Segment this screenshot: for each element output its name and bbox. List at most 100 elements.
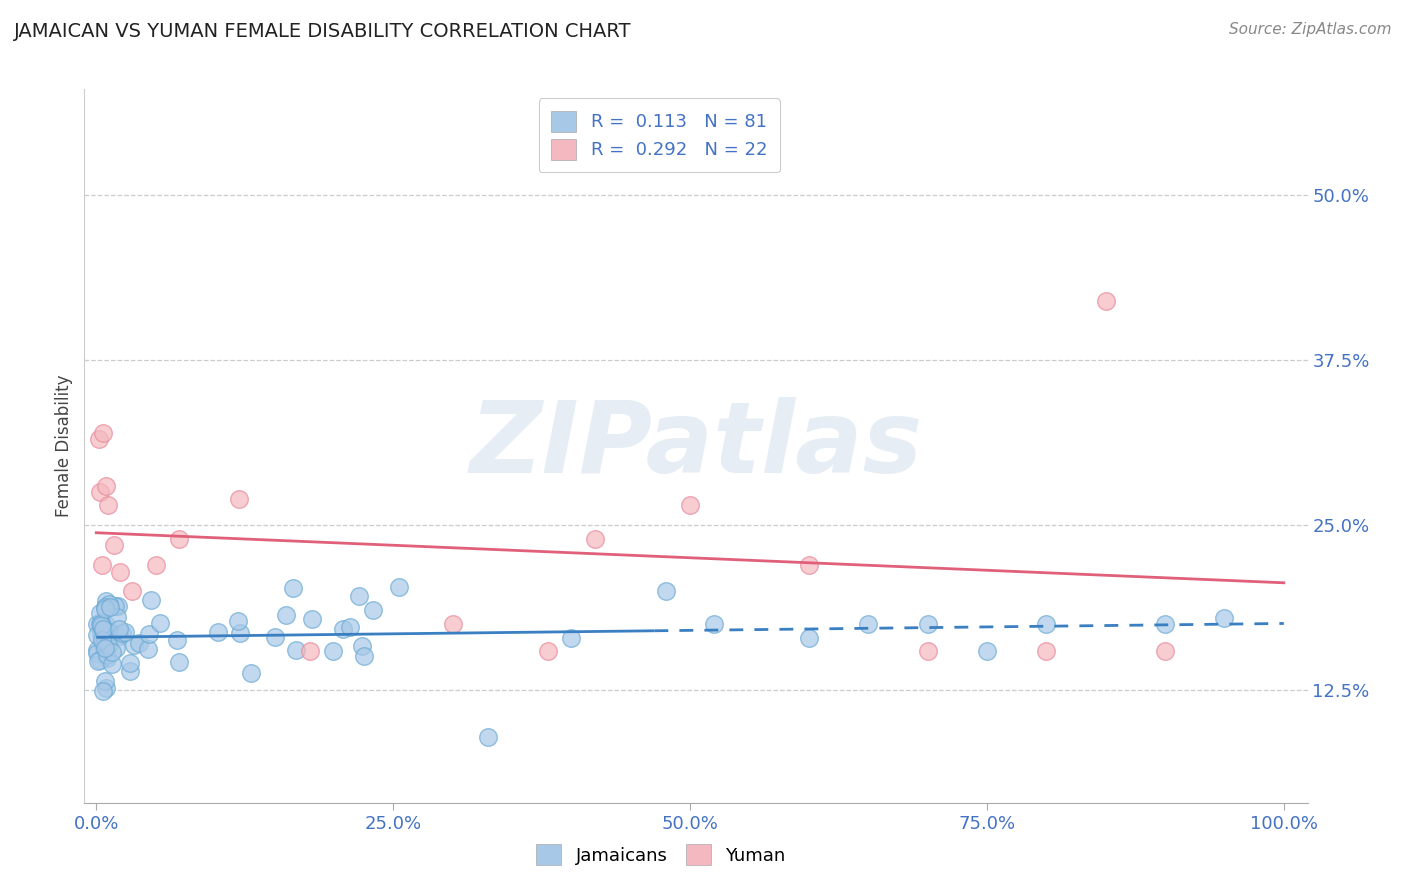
Point	[98, 598, 121, 612]
Point	[87, 653, 110, 667]
Point	[536, 644, 558, 658]
Point	[97, 638, 120, 652]
Point	[96, 648, 118, 662]
Point	[91, 624, 114, 638]
Point	[1213, 611, 1236, 625]
Point	[976, 644, 998, 658]
Point	[87, 433, 110, 447]
Point	[97, 632, 120, 646]
Point	[93, 425, 115, 440]
Point	[350, 639, 373, 653]
Point	[274, 607, 297, 622]
Point	[86, 643, 108, 657]
Point	[114, 625, 136, 640]
Point	[264, 630, 287, 644]
Point	[149, 616, 172, 631]
Point	[89, 485, 111, 500]
Point	[361, 602, 384, 616]
Point	[167, 655, 190, 669]
Text: JAMAICAN VS YUMAN FEMALE DISABILITY CORRELATION CHART: JAMAICAN VS YUMAN FEMALE DISABILITY CORR…	[14, 22, 631, 41]
Y-axis label: Female Disability: Female Disability	[55, 375, 73, 517]
Point	[353, 649, 375, 664]
Point	[90, 615, 112, 629]
Point	[111, 625, 134, 640]
Point	[90, 626, 112, 640]
Point	[441, 617, 464, 632]
Text: Source: ZipAtlas.com: Source: ZipAtlas.com	[1229, 22, 1392, 37]
Point	[797, 631, 820, 645]
Point	[301, 612, 323, 626]
Legend: Jamaicans, Yuman: Jamaicans, Yuman	[527, 835, 794, 874]
Point	[298, 644, 321, 658]
Point	[107, 599, 129, 613]
Point	[108, 565, 131, 579]
Point	[583, 532, 606, 546]
Point	[169, 532, 191, 546]
Point	[124, 639, 146, 653]
Point	[101, 657, 124, 671]
Point	[1035, 644, 1057, 658]
Point	[98, 599, 121, 614]
Point	[86, 628, 108, 642]
Point	[107, 623, 129, 637]
Point	[90, 618, 112, 632]
Point	[679, 499, 702, 513]
Point	[339, 620, 361, 634]
Point	[103, 538, 125, 552]
Point	[91, 684, 114, 698]
Point	[89, 607, 111, 621]
Point	[284, 643, 307, 657]
Text: ZIPatlas: ZIPatlas	[470, 398, 922, 494]
Point	[560, 631, 582, 645]
Point	[96, 651, 118, 665]
Point	[93, 640, 115, 655]
Point	[139, 592, 162, 607]
Point	[91, 637, 114, 651]
Point	[91, 632, 114, 647]
Point	[86, 617, 108, 632]
Point	[90, 618, 112, 632]
Point	[207, 624, 229, 639]
Point	[128, 635, 150, 649]
Point	[101, 627, 124, 641]
Point	[120, 657, 142, 671]
Point	[797, 558, 820, 572]
Point	[97, 499, 120, 513]
Point	[138, 627, 160, 641]
Point	[240, 666, 263, 681]
Point	[91, 558, 114, 572]
Point	[145, 558, 167, 572]
Point	[91, 622, 114, 636]
Point	[856, 617, 879, 632]
Point	[1094, 293, 1116, 308]
Point	[86, 646, 108, 660]
Point	[477, 730, 499, 744]
Point	[105, 610, 128, 624]
Point	[917, 644, 939, 658]
Point	[226, 614, 249, 628]
Point	[94, 478, 117, 492]
Legend: R =  0.113   N = 81, R =  0.292   N = 22: R = 0.113 N = 81, R = 0.292 N = 22	[538, 98, 780, 172]
Point	[94, 600, 117, 615]
Point	[703, 617, 725, 632]
Point	[917, 617, 939, 632]
Point	[1154, 617, 1177, 632]
Point	[388, 580, 411, 594]
Point	[103, 599, 125, 614]
Point	[89, 653, 111, 667]
Point	[94, 602, 117, 616]
Point	[120, 664, 142, 678]
Point	[100, 645, 122, 659]
Point	[229, 626, 252, 640]
Point	[89, 617, 111, 632]
Point	[94, 632, 117, 647]
Point	[655, 584, 678, 599]
Point	[108, 629, 131, 643]
Point	[94, 594, 117, 608]
Point	[94, 618, 117, 632]
Point	[228, 491, 250, 506]
Point	[94, 681, 117, 695]
Point	[136, 642, 159, 657]
Point	[105, 640, 128, 655]
Point	[347, 589, 370, 603]
